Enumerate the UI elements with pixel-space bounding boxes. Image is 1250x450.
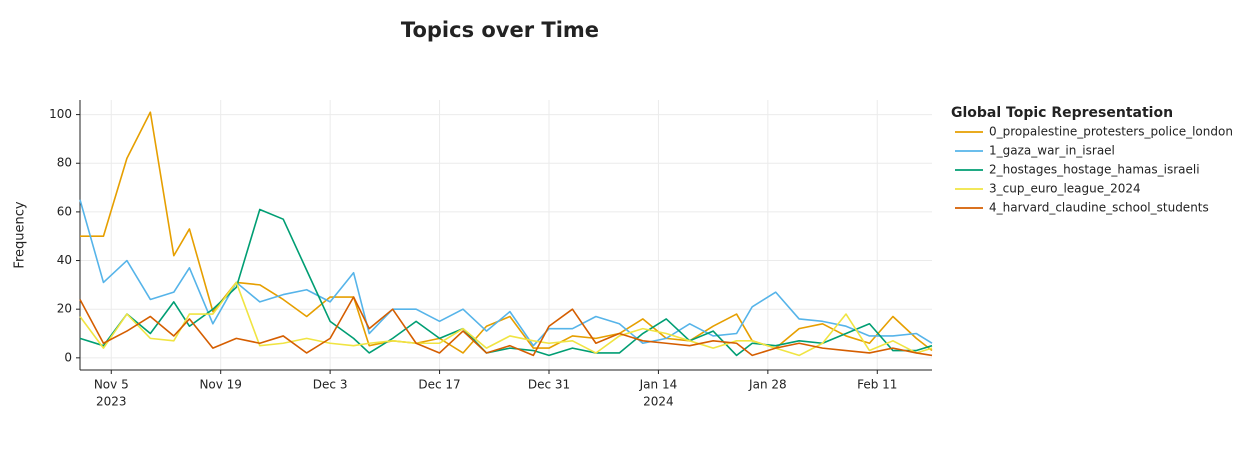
x-tick-label: Feb 11 bbox=[857, 378, 897, 392]
y-tick-label: 80 bbox=[57, 156, 72, 170]
x-tick-label: Jan 14 bbox=[639, 378, 678, 392]
x-tick-year: 2024 bbox=[643, 395, 674, 409]
legend-label: 4_harvard_claudine_school_students bbox=[989, 201, 1209, 215]
y-tick-label: 100 bbox=[49, 107, 72, 121]
y-tick-label: 40 bbox=[57, 253, 72, 267]
x-tick-label: Nov 5 bbox=[94, 378, 129, 392]
chart-title: Topics over Time bbox=[401, 18, 599, 42]
series-line bbox=[79, 208, 933, 357]
y-axis-label: Frequency bbox=[13, 201, 28, 268]
series-line bbox=[79, 281, 933, 357]
y-tick-label: 60 bbox=[57, 204, 72, 218]
legend-label: 1_gaza_war_in_israel bbox=[989, 144, 1115, 158]
x-tick-label: Dec 31 bbox=[528, 378, 570, 392]
series-line bbox=[79, 296, 933, 357]
legend-label: 2_hostages_hostage_hamas_israeli bbox=[989, 163, 1200, 177]
series-line bbox=[79, 199, 933, 347]
series-line bbox=[80, 111, 933, 354]
legend-title: Global Topic Representation bbox=[951, 105, 1173, 121]
legend-label: 0_propalestine_protesters_police_london bbox=[989, 125, 1233, 139]
y-tick-label: 0 bbox=[64, 350, 72, 364]
x-tick-label: Dec 3 bbox=[313, 378, 348, 392]
x-tick-label: Nov 19 bbox=[199, 378, 242, 392]
x-tick-label: Jan 28 bbox=[748, 378, 787, 392]
x-tick-year: 2023 bbox=[96, 395, 127, 409]
y-tick-label: 20 bbox=[57, 302, 72, 316]
x-tick-label: Dec 17 bbox=[418, 378, 460, 392]
legend-label: 3_cup_euro_league_2024 bbox=[989, 182, 1141, 196]
